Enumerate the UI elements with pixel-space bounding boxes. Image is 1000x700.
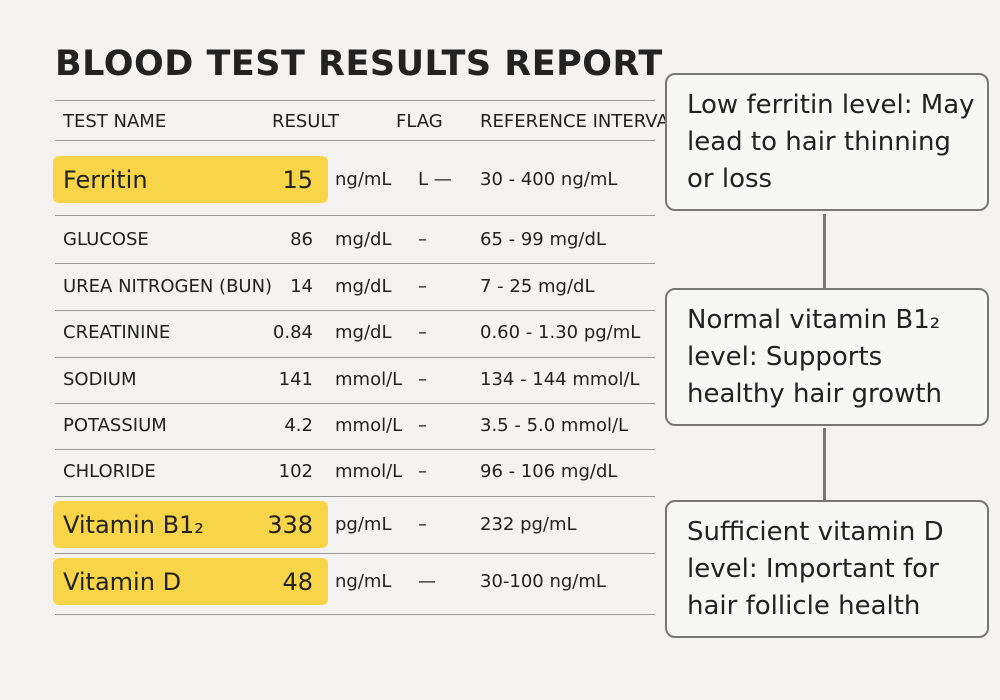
column-header: FLAG	[396, 111, 443, 132]
result: 0.84	[272, 322, 313, 343]
reference: 30-100 ng/mL	[480, 571, 606, 592]
result: 15	[282, 166, 313, 194]
test-name: GLUCOSE	[63, 229, 149, 250]
rule	[55, 449, 655, 450]
rule	[55, 403, 655, 404]
result: 14	[290, 276, 313, 297]
unit: mg/dL	[335, 322, 392, 343]
unit: mmol/L	[335, 461, 403, 482]
connector	[823, 428, 826, 501]
result: 102	[278, 461, 313, 482]
flag: L —	[418, 169, 452, 190]
test-name: Vitamin B1₂	[63, 511, 204, 539]
flag: –	[418, 369, 427, 390]
reference: 65 - 99 mg/dL	[480, 229, 606, 250]
reference: 96 - 106 mg/dL	[480, 461, 618, 482]
rule	[55, 614, 655, 615]
flag: –	[418, 461, 427, 482]
flag: –	[418, 514, 427, 535]
flag: –	[418, 415, 427, 436]
highlight	[53, 156, 328, 203]
column-header: REFERENCE INTERVAL	[480, 111, 679, 132]
rule	[55, 496, 655, 497]
result: 86	[290, 229, 313, 250]
flag: –	[418, 322, 427, 343]
flag: —	[418, 571, 436, 592]
callout: Normal vitamin B1₂ level: Supports healt…	[665, 288, 989, 426]
test-name: CREATININE	[63, 322, 171, 343]
unit: mg/dL	[335, 229, 392, 250]
highlight	[53, 501, 328, 548]
flag: –	[418, 276, 427, 297]
rule	[55, 553, 655, 554]
rule	[55, 140, 655, 141]
unit: pg/mL	[335, 514, 392, 535]
result: 48	[282, 568, 313, 596]
callout: Sufficient vitamin D level: Important fo…	[665, 500, 989, 638]
unit: ng/mL	[335, 169, 392, 190]
unit: mmol/L	[335, 369, 403, 390]
connector	[823, 214, 826, 289]
result: 338	[267, 511, 313, 539]
test-name: UREA NITROGEN (BUN)	[63, 276, 273, 297]
rule	[55, 263, 655, 264]
test-name: CHLORIDE	[63, 461, 156, 482]
rule	[55, 215, 655, 216]
callout: Low ferritin level: May lead to hair thi…	[665, 73, 989, 211]
rule	[55, 357, 655, 358]
test-name: Vitamin D	[63, 568, 182, 596]
flag: –	[418, 229, 427, 250]
report-title: BLOOD TEST RESULTS REPORT	[55, 44, 663, 84]
reference: 232 pg/mL	[480, 514, 577, 535]
reference: 0.60 - 1.30 pg/mL	[480, 322, 641, 343]
unit: mg/dL	[335, 276, 392, 297]
rule	[55, 100, 655, 101]
column-header: RESULT	[272, 111, 340, 132]
unit: ng/mL	[335, 571, 392, 592]
reference: 3.5 - 5.0 mmol/L	[480, 415, 629, 436]
reference: 30 - 400 ng/mL	[480, 169, 618, 190]
reference: 7 - 25 mg/dL	[480, 276, 595, 297]
rule	[55, 310, 655, 311]
unit: mmol/L	[335, 415, 403, 436]
test-name: POTASSIUM	[63, 415, 167, 436]
test-name: SODIUM	[63, 369, 137, 390]
column-header: TEST NAME	[63, 111, 167, 132]
result: 4.2	[284, 415, 313, 436]
reference: 134 - 144 mmol/L	[480, 369, 640, 390]
highlight	[53, 558, 328, 605]
result: 141	[278, 369, 313, 390]
test-name: Ferritin	[63, 166, 148, 194]
